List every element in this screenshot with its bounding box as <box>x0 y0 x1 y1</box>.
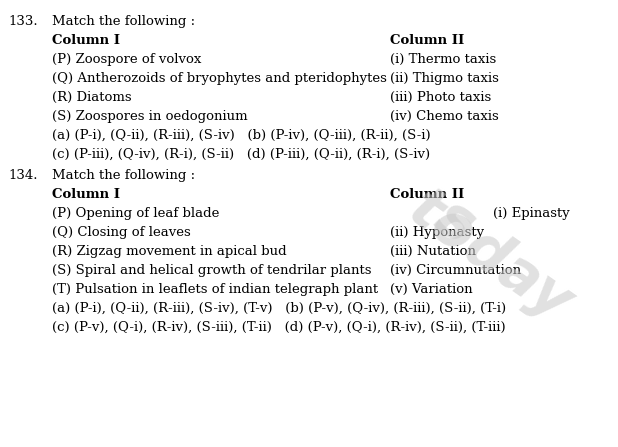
Text: (Q) Closing of leaves: (Q) Closing of leaves <box>52 226 191 239</box>
Text: (P) Opening of leaf blade: (P) Opening of leaf blade <box>52 207 219 220</box>
Text: (ii) Hyponasty: (ii) Hyponasty <box>390 226 484 239</box>
Text: 133.: 133. <box>8 15 38 28</box>
Text: (a) (P-i), (Q-ii), (R-iii), (S-iv)   (b) (P-iv), (Q-iii), (R-ii), (S-i): (a) (P-i), (Q-ii), (R-iii), (S-iv) (b) (… <box>52 129 431 142</box>
Text: (v) Variation: (v) Variation <box>390 283 473 296</box>
Text: today: today <box>398 181 582 333</box>
Text: (S) Spiral and helical growth of tendrilar plants: (S) Spiral and helical growth of tendril… <box>52 264 371 277</box>
Text: (iv) Chemo taxis: (iv) Chemo taxis <box>390 110 499 123</box>
Text: Column II: Column II <box>390 34 464 47</box>
Text: (S) Zoospores in oedogonium: (S) Zoospores in oedogonium <box>52 110 248 123</box>
Text: (a) (P-i), (Q-ii), (R-iii), (S-iv), (T-v)   (b) (P-v), (Q-iv), (R-iii), (S-ii), : (a) (P-i), (Q-ii), (R-iii), (S-iv), (T-v… <box>52 302 506 315</box>
Text: (c) (P-v), (Q-i), (R-iv), (S-iii), (T-ii)   (d) (P-v), (Q-i), (R-iv), (S-ii), (T: (c) (P-v), (Q-i), (R-iv), (S-iii), (T-ii… <box>52 321 506 334</box>
Text: (Q) Antherozoids of bryophytes and pteridophytes: (Q) Antherozoids of bryophytes and pteri… <box>52 72 387 85</box>
Text: (R) Zigzag movement in apical bud: (R) Zigzag movement in apical bud <box>52 245 287 258</box>
Text: (i) Epinasty: (i) Epinasty <box>493 207 570 220</box>
Text: (T) Pulsation in leaflets of indian telegraph plant: (T) Pulsation in leaflets of indian tele… <box>52 283 378 296</box>
Text: (c) (P-iii), (Q-iv), (R-i), (S-ii)   (d) (P-iii), (Q-ii), (R-i), (S-iv): (c) (P-iii), (Q-iv), (R-i), (S-ii) (d) (… <box>52 148 430 161</box>
Text: s: s <box>425 189 486 255</box>
Text: (ii) Thigmo taxis: (ii) Thigmo taxis <box>390 72 499 85</box>
Text: Match the following :: Match the following : <box>52 15 195 28</box>
Text: Match the following :: Match the following : <box>52 169 195 182</box>
Text: (P) Zoospore of volvox: (P) Zoospore of volvox <box>52 53 201 66</box>
Text: 134.: 134. <box>8 169 38 182</box>
Text: (iii) Photo taxis: (iii) Photo taxis <box>390 91 491 104</box>
Text: (R) Diatoms: (R) Diatoms <box>52 91 132 104</box>
Text: (i) Thermo taxis: (i) Thermo taxis <box>390 53 496 66</box>
Text: (iv) Circumnutation: (iv) Circumnutation <box>390 264 521 277</box>
Text: Column II: Column II <box>390 188 464 201</box>
Text: Column I: Column I <box>52 34 120 47</box>
Text: (iii) Nutation: (iii) Nutation <box>390 245 476 258</box>
Text: Column I: Column I <box>52 188 120 201</box>
